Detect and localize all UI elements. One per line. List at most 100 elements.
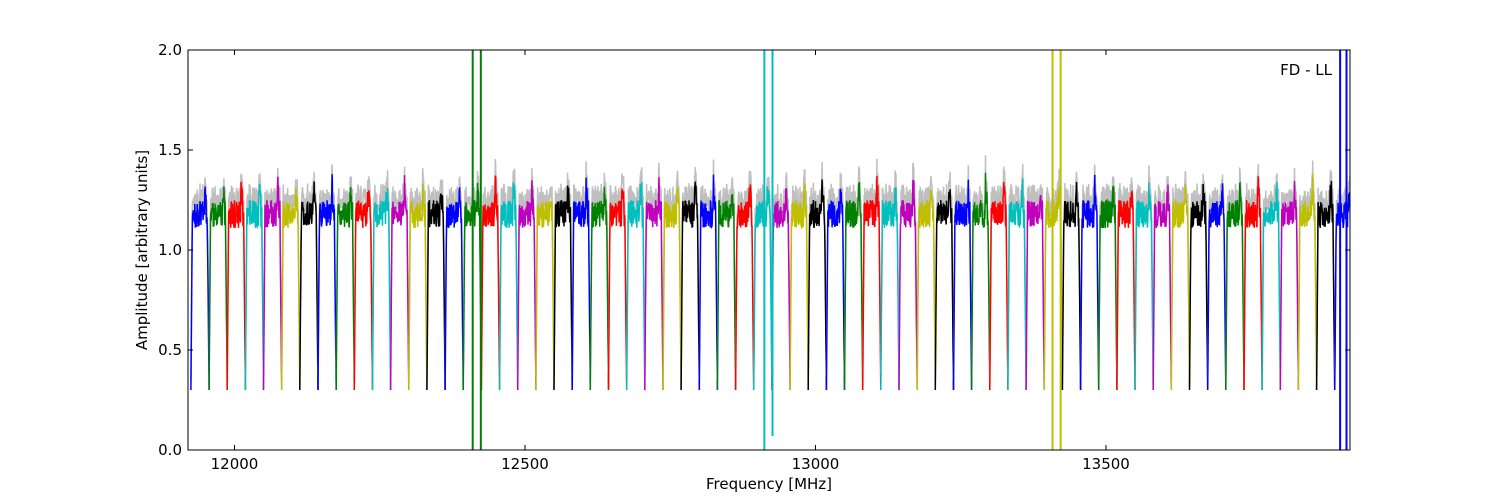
band-series-26 xyxy=(662,187,682,391)
band-series-54 xyxy=(1170,184,1191,391)
band-shadow-51 xyxy=(1116,177,1136,377)
band-shadow-2 xyxy=(226,173,247,382)
chart-annotation: FD - LL xyxy=(1280,61,1332,79)
y-tick-label-0: 0.0 xyxy=(158,441,182,459)
band-series-23 xyxy=(607,188,628,391)
band-series-50 xyxy=(1097,185,1118,391)
band-series-3 xyxy=(244,183,265,391)
band-shadow-25 xyxy=(644,162,664,373)
band-series-37 xyxy=(861,175,882,391)
band-series-49 xyxy=(1079,174,1100,391)
band-shadow-34 xyxy=(807,162,828,381)
band-series-20 xyxy=(553,185,573,391)
band-series-16 xyxy=(480,175,501,391)
band-series-24 xyxy=(625,182,646,391)
band-shadow-35 xyxy=(825,172,846,382)
y-tick-label-3: 1.5 xyxy=(158,141,182,159)
band-series-42 xyxy=(952,179,973,391)
x-tick-label-0: 12000 xyxy=(211,455,259,473)
band-shadow-30 xyxy=(734,170,755,379)
band-series-14 xyxy=(444,187,464,391)
band-series-7 xyxy=(317,174,337,391)
band-shadow-38 xyxy=(880,170,900,375)
x-tick-label-2: 13000 xyxy=(792,455,840,473)
band-series-59 xyxy=(1261,182,1282,391)
band-series-40 xyxy=(916,189,937,391)
x-tick-label-1: 12500 xyxy=(501,455,549,473)
band-series-6 xyxy=(299,181,319,391)
y-tick-label-2: 1.0 xyxy=(158,241,182,259)
band-shadow-8 xyxy=(335,176,356,378)
band-series-13 xyxy=(426,193,446,391)
y-axis-label: Amplitude [arbitrary units] xyxy=(133,150,151,350)
band-shadow-9 xyxy=(353,176,374,379)
band-series-45 xyxy=(1007,178,1027,391)
band-series-4 xyxy=(262,176,283,391)
x-axis-label: Frequency [MHz] xyxy=(706,475,832,493)
band-series-30 xyxy=(734,184,755,391)
band-series-46 xyxy=(1025,194,1045,391)
band-series-10 xyxy=(371,187,392,391)
band-series-36 xyxy=(843,181,864,391)
ticks-layer: 12000 12500 13000 13500 0.0 0.5 1.0 1.5 2.0 xyxy=(158,41,1350,473)
band-series-9 xyxy=(353,190,374,391)
band-series-39 xyxy=(898,179,918,391)
band-series-56 xyxy=(1206,183,1227,391)
band-shadow-31 xyxy=(752,176,773,379)
band-series-17 xyxy=(498,182,519,391)
band-series-32 xyxy=(771,188,791,391)
plot-frame xyxy=(187,49,1351,451)
band-series-62 xyxy=(1315,180,1336,391)
band-series-31 xyxy=(752,186,773,391)
y-tick-label-1: 0.5 xyxy=(158,341,182,359)
band-series-11 xyxy=(389,175,410,391)
band-series-61 xyxy=(1297,173,1318,391)
band-series-52 xyxy=(1134,182,1154,391)
band-shadow-3 xyxy=(244,172,265,378)
band-series-60 xyxy=(1279,180,1300,391)
band-series-22 xyxy=(589,186,610,391)
band-series-57 xyxy=(1225,181,1245,391)
band-shadow-23 xyxy=(607,173,628,381)
band-shadow-28 xyxy=(698,159,719,381)
band-series-33 xyxy=(789,183,809,391)
band-series-27 xyxy=(680,181,701,391)
band-series-41 xyxy=(934,189,955,391)
band-series-5 xyxy=(280,188,301,391)
band-series-8 xyxy=(335,187,356,391)
band-shadow-24 xyxy=(625,167,646,382)
band-shadow-16 xyxy=(480,159,501,379)
x-tick-label-3: 13500 xyxy=(1082,455,1130,473)
band-series-1 xyxy=(208,186,228,391)
band-shadow-44 xyxy=(989,166,1009,380)
band-shadow-7 xyxy=(317,164,337,377)
series-layer xyxy=(190,50,1350,450)
y-tick-label-4: 2.0 xyxy=(158,41,182,59)
band-series-53 xyxy=(1152,184,1173,391)
band-shadow-11 xyxy=(389,166,410,383)
band-shadow-29 xyxy=(716,177,737,380)
band-series-48 xyxy=(1061,181,1082,391)
band-series-19 xyxy=(535,201,555,391)
band-series-28 xyxy=(698,174,719,391)
band-shadow-0 xyxy=(190,176,210,381)
band-shadow-22 xyxy=(589,172,610,380)
band-series-18 xyxy=(516,180,537,391)
band-series-29 xyxy=(716,194,737,391)
band-series-58 xyxy=(1243,176,1263,391)
band-series-2 xyxy=(226,181,247,391)
band-shadow-60 xyxy=(1279,167,1300,379)
band-shadow-43 xyxy=(970,155,991,380)
band-series-51 xyxy=(1116,190,1136,391)
band-series-55 xyxy=(1188,183,1209,391)
band-series-43 xyxy=(970,172,991,391)
band-series-21 xyxy=(571,177,592,391)
band-series-35 xyxy=(825,188,846,391)
band-series-44 xyxy=(989,181,1009,391)
band-shadow-37 xyxy=(861,158,882,375)
band-series-34 xyxy=(807,179,828,391)
band-series-0 xyxy=(190,186,210,391)
band-shadow-10 xyxy=(371,170,392,380)
band-series-38 xyxy=(880,187,900,391)
